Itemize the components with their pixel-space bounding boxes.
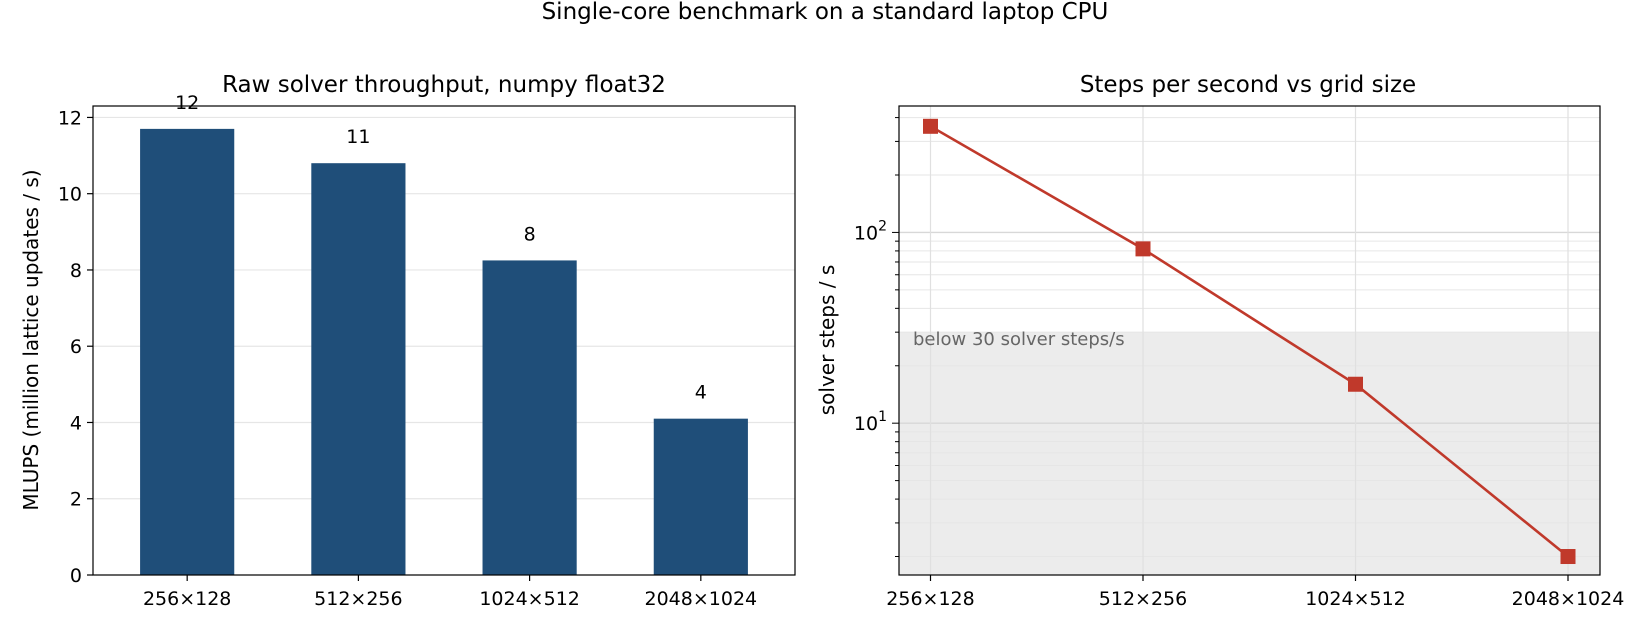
- bar-chart-y-tick-label: 6: [70, 336, 82, 358]
- bar: [311, 163, 406, 575]
- line-chart-x-tick-label: 256×128: [886, 588, 974, 610]
- bar-chart-x-tick-label: 2048×1024: [645, 588, 758, 610]
- bar-chart-ylabel: MLUPS (million lattice updates / s): [19, 169, 43, 510]
- bar-chart-frame: [92, 105, 796, 576]
- line-point-marker: [1348, 376, 1363, 392]
- bar-chart-x-tick-label: 256×128: [143, 588, 231, 610]
- line-chart: Steps per second vs grid size below 30 s…: [815, 72, 1624, 610]
- bar-chart-y-ticks: 0 2 4 6 8 10 12: [58, 107, 93, 587]
- bar: [482, 260, 577, 575]
- bar-chart-y-tick-label: 8: [70, 260, 82, 282]
- line-series: [929, 125, 1569, 558]
- line-chart-title: Steps per second vs grid size: [1080, 72, 1416, 98]
- line-chart-x-tick-label: 2048×1024: [1512, 588, 1625, 610]
- line-chart-x-tick-label: 1024×512: [1305, 588, 1406, 610]
- bar-data-label: 8: [524, 223, 536, 245]
- threshold-band-label: below 30 solver steps/s: [913, 329, 1125, 350]
- line-series-markers: [923, 118, 1576, 565]
- line-chart-y-tick-label: 102: [854, 218, 887, 244]
- bar: [653, 418, 748, 575]
- line-chart-frame: [898, 105, 1601, 576]
- line-point-marker: [923, 118, 938, 134]
- line-point-marker: [1560, 549, 1576, 565]
- bar-chart-y-tick-label: 10: [58, 184, 82, 206]
- bar-chart-y-tick-label: 0: [70, 565, 82, 587]
- bar-chart-x-tick-label: 512×256: [314, 588, 402, 610]
- bar-chart-data-labels: 12 11 8 4: [175, 92, 707, 404]
- bar-data-label: 12: [175, 92, 199, 114]
- bar-chart-bars: [140, 128, 748, 575]
- bar-data-label: 11: [346, 126, 370, 148]
- bar-chart-title: Raw solver throughput, numpy float32: [222, 72, 666, 98]
- line-chart-y-tick-label: 101: [854, 409, 887, 435]
- bar-chart-y-tick-label: 12: [58, 107, 82, 129]
- line-chart-x-ticks: 256×128 512×256 1024×512 2048×1024: [886, 575, 1624, 610]
- bar-chart: Raw solver throughput, numpy float32 121…: [19, 72, 796, 610]
- bar-data-label: 4: [695, 382, 707, 404]
- line-chart-y-ticks: 101 102: [854, 117, 899, 558]
- line-point-marker: [1135, 241, 1151, 257]
- bar-chart-y-tick-label: 4: [70, 412, 82, 434]
- bar-chart-y-tick-label: 2: [70, 489, 82, 511]
- threshold-band: [899, 332, 1600, 575]
- bar: [140, 128, 235, 575]
- figure-suptitle: Single-core benchmark on a standard lapt…: [542, 0, 1109, 25]
- line-chart-x-tick-label: 512×256: [1099, 588, 1187, 610]
- line-chart-gridlines: [899, 106, 1600, 575]
- bar-chart-x-ticks: 256×128 512×256 1024×512 2048×1024: [143, 575, 757, 610]
- bar-chart-x-tick-label: 1024×512: [479, 588, 580, 610]
- line-chart-ylabel: solver steps / s: [815, 265, 839, 416]
